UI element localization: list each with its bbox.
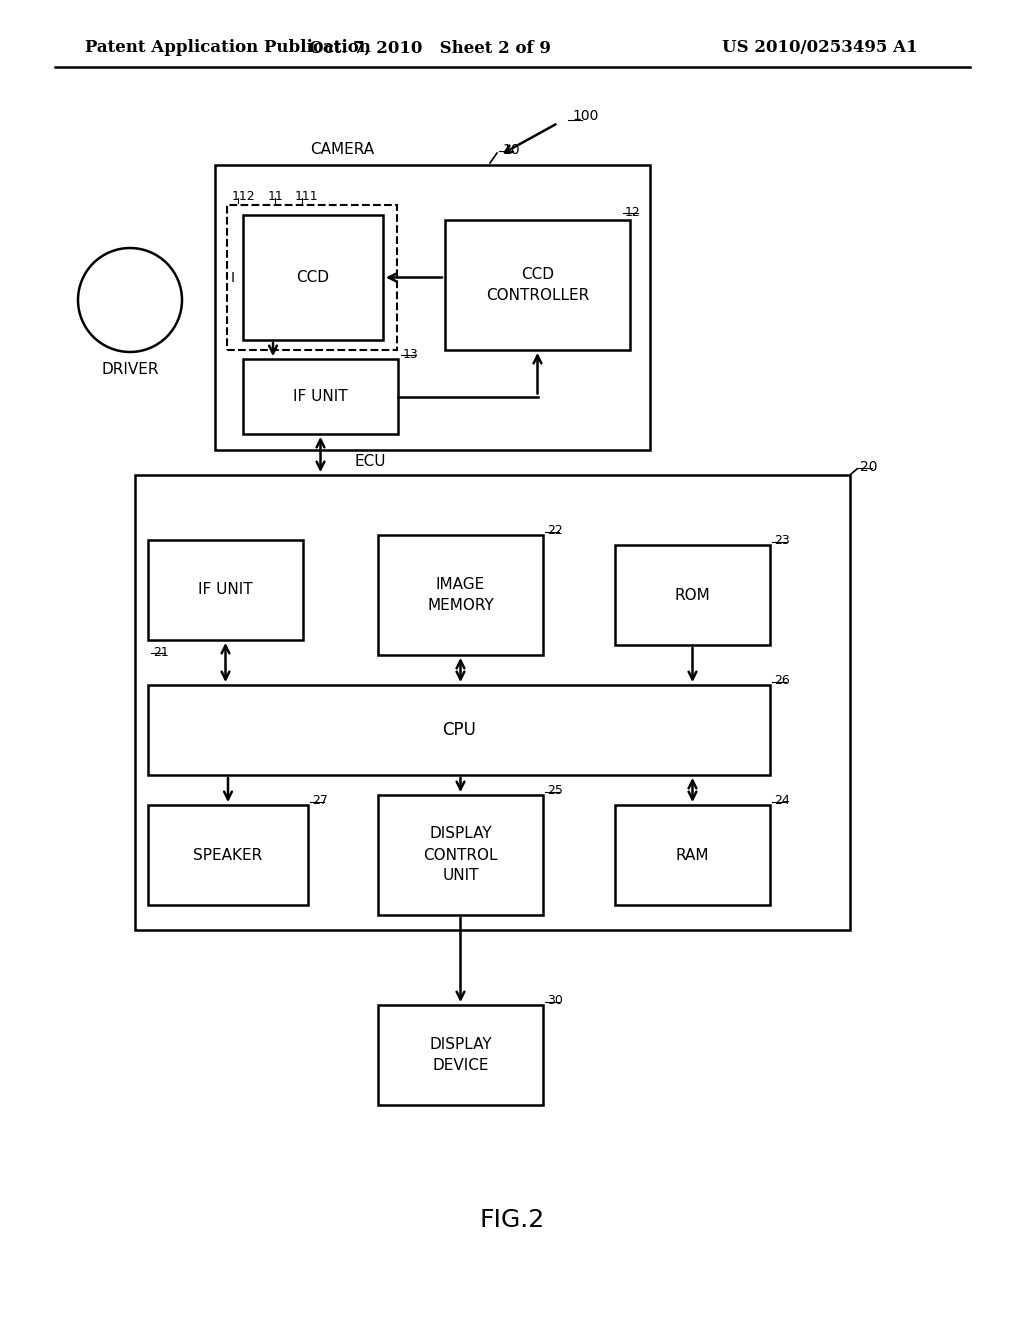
Text: RAM: RAM	[676, 847, 710, 862]
Text: IF UNIT: IF UNIT	[199, 582, 253, 598]
Text: 10: 10	[502, 143, 519, 157]
Text: CPU: CPU	[442, 721, 476, 739]
Text: 27: 27	[312, 795, 328, 808]
Text: 11: 11	[268, 190, 284, 203]
Text: US 2010/0253495 A1: US 2010/0253495 A1	[722, 40, 918, 57]
Text: 22: 22	[547, 524, 563, 537]
Text: DRIVER: DRIVER	[101, 363, 159, 378]
Text: 24: 24	[774, 795, 790, 808]
Bar	[615, 545, 770, 645]
Text: 30: 30	[547, 994, 563, 1007]
Bar	[445, 220, 630, 350]
Bar	[148, 685, 770, 775]
Bar	[148, 805, 308, 906]
Bar	[243, 359, 398, 434]
Text: SPEAKER: SPEAKER	[194, 847, 262, 862]
Bar	[378, 535, 543, 655]
Bar	[227, 205, 397, 350]
Bar	[378, 1005, 543, 1105]
Text: IF UNIT: IF UNIT	[293, 389, 348, 404]
Text: FIG.2: FIG.2	[479, 1208, 545, 1232]
Text: I: I	[231, 271, 234, 285]
Text: CCD
CONTROLLER: CCD CONTROLLER	[485, 267, 589, 304]
Text: Oct. 7, 2010   Sheet 2 of 9: Oct. 7, 2010 Sheet 2 of 9	[309, 40, 551, 57]
Text: Patent Application Publication: Patent Application Publication	[85, 40, 371, 57]
Text: CAMERA: CAMERA	[310, 143, 374, 157]
Text: DISPLAY
CONTROL
UNIT: DISPLAY CONTROL UNIT	[423, 826, 498, 883]
Text: DISPLAY
DEVICE: DISPLAY DEVICE	[429, 1038, 492, 1073]
Text: ECU: ECU	[354, 454, 386, 469]
Text: 21: 21	[153, 645, 169, 659]
Bar	[378, 795, 543, 915]
Text: 13: 13	[403, 347, 419, 360]
Text: 20: 20	[860, 459, 878, 474]
Text: 23: 23	[774, 535, 790, 548]
Bar	[243, 215, 383, 341]
Text: ROM: ROM	[675, 587, 711, 602]
Bar	[215, 165, 650, 450]
Bar	[135, 475, 850, 931]
Text: 26: 26	[774, 675, 790, 688]
Text: IMAGE
MEMORY: IMAGE MEMORY	[427, 577, 494, 612]
Text: 112: 112	[232, 190, 256, 203]
Text: CCD: CCD	[297, 271, 330, 285]
Text: 111: 111	[295, 190, 318, 203]
Text: 100: 100	[572, 110, 598, 123]
Text: 25: 25	[547, 784, 563, 797]
Bar	[615, 805, 770, 906]
Bar	[148, 540, 303, 640]
Text: 12: 12	[625, 206, 641, 219]
